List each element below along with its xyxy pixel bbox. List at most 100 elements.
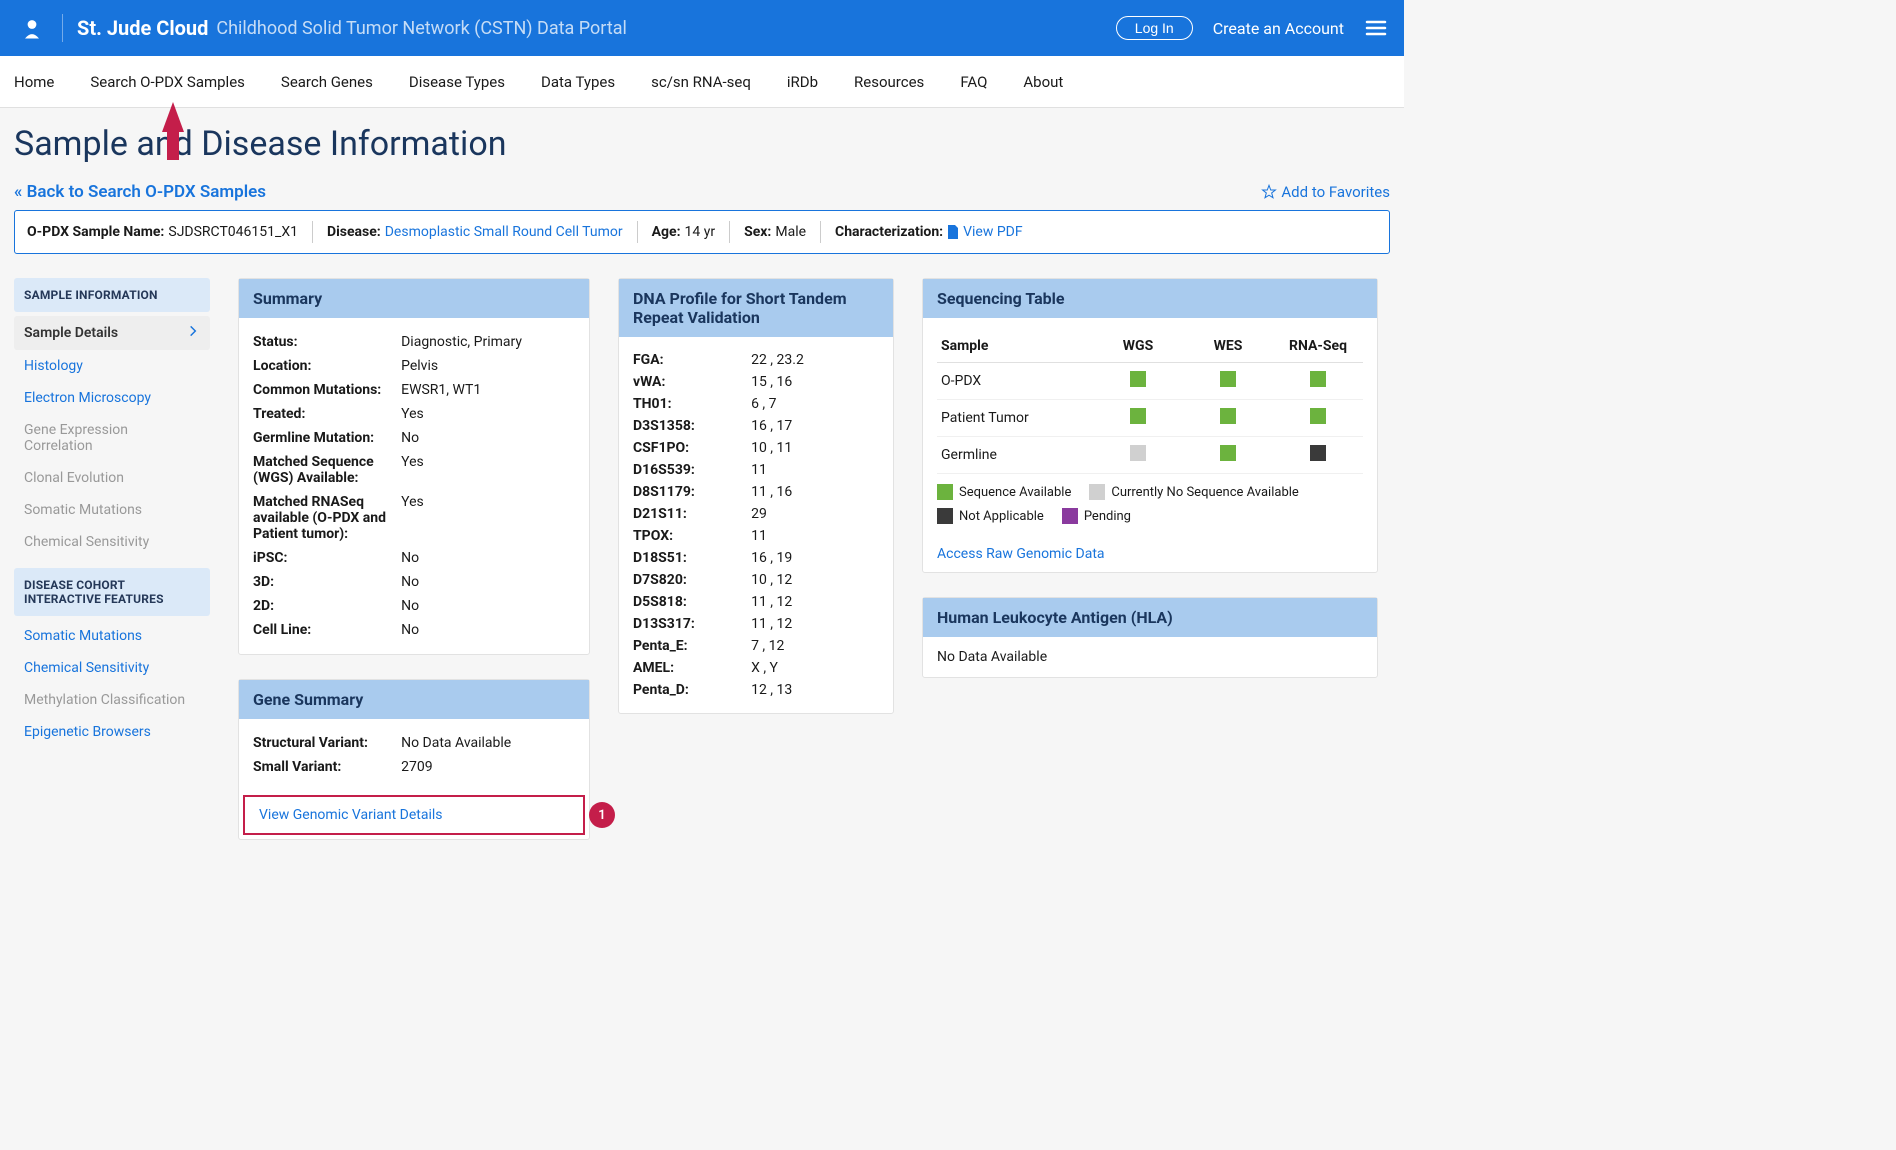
age-value: 14 yr xyxy=(685,224,716,240)
sidebar-item[interactable]: Sample Details xyxy=(14,316,210,350)
legend-item: Currently No Sequence Available xyxy=(1089,484,1298,500)
dna-row: D13S317:11 , 12 xyxy=(633,613,879,635)
gene-summary-row: Structural Variant:No Data Available xyxy=(253,731,575,755)
top-header: St. Jude Cloud Childhood Solid Tumor Net… xyxy=(0,0,1404,56)
seq-row: O-PDX xyxy=(937,363,1363,400)
summary-row: Common Mutations:EWSR1, WT1 xyxy=(253,378,575,402)
nav-item-9[interactable]: About xyxy=(1023,73,1063,91)
seq-row: Patient Tumor xyxy=(937,400,1363,437)
hla-header: Human Leukocyte Antigen (HLA) xyxy=(923,598,1377,637)
logo-divider xyxy=(62,14,63,42)
dna-row: D21S11:29 xyxy=(633,503,879,525)
seq-status-square xyxy=(1130,371,1146,387)
nav-item-6[interactable]: iRDb xyxy=(787,73,818,91)
sex-label: Sex: xyxy=(744,224,771,240)
summary-row: Location:Pelvis xyxy=(253,354,575,378)
dna-row: FGA:22 , 23.2 xyxy=(633,349,879,371)
sidebar-item: Chemical Sensitivity xyxy=(14,526,210,558)
nav-item-0[interactable]: Home xyxy=(14,73,54,91)
sequencing-panel: Sequencing Table SampleWGSWESRNA-Seq O-P… xyxy=(922,278,1378,573)
legend-item: Pending xyxy=(1062,508,1131,524)
dna-row: D16S539:11 xyxy=(633,459,879,481)
sidebar-item[interactable]: Chemical Sensitivity xyxy=(14,652,210,684)
sequencing-header: Sequencing Table xyxy=(923,279,1377,318)
seq-status-square xyxy=(1220,371,1236,387)
add-favorites-label: Add to Favorites xyxy=(1281,183,1390,201)
characterization-label: Characterization: xyxy=(835,224,943,240)
nav-item-7[interactable]: Resources xyxy=(854,73,924,91)
seq-header-cell: WGS xyxy=(1093,330,1183,363)
view-pdf-link[interactable]: View PDF xyxy=(947,224,1023,240)
sidebar-item[interactable]: Histology xyxy=(14,350,210,382)
sidebar-section1-header: SAMPLE INFORMATION xyxy=(14,278,210,312)
annotation-badge-1: 1 xyxy=(589,802,615,828)
summary-row: iPSC:No xyxy=(253,546,575,570)
login-button[interactable]: Log In xyxy=(1116,16,1193,40)
access-raw-data-link[interactable]: Access Raw Genomic Data xyxy=(923,536,1377,572)
hla-body: No Data Available xyxy=(923,637,1377,677)
summary-header: Summary xyxy=(239,279,589,318)
main-nav: Home Search O-PDX Samples Search Genes Dise… xyxy=(0,56,1404,108)
summary-row: Germline Mutation:No xyxy=(253,426,575,450)
create-account-link[interactable]: Create an Account xyxy=(1213,19,1344,38)
logo-icon xyxy=(16,12,48,44)
dna-row: CSF1PO:10 , 11 xyxy=(633,437,879,459)
summary-row: Cell Line:No xyxy=(253,618,575,642)
seq-row: Germline xyxy=(937,437,1363,474)
disease-label: Disease: xyxy=(327,224,381,240)
dna-row: TH01:6 , 7 xyxy=(633,393,879,415)
dna-row: D8S1179:11 , 16 xyxy=(633,481,879,503)
disease-link[interactable]: Desmoplastic Small Round Cell Tumor xyxy=(385,224,623,240)
sidebar-item[interactable]: Epigenetic Browsers xyxy=(14,716,210,748)
annotation-arrow xyxy=(162,102,184,160)
nav-item-8[interactable]: FAQ xyxy=(960,73,987,91)
legend-item: Sequence Available xyxy=(937,484,1071,500)
dna-row: Penta_E:7 , 12 xyxy=(633,635,879,657)
age-label: Age: xyxy=(652,224,681,240)
dna-panel: DNA Profile for Short Tandem Repeat Vali… xyxy=(618,278,894,714)
sidebar-item: Methylation Classification xyxy=(14,684,210,716)
hamburger-menu-icon[interactable] xyxy=(1364,16,1388,40)
seq-header-cell: RNA-Seq xyxy=(1273,330,1363,363)
nav-item-1[interactable]: Search O-PDX Samples xyxy=(90,73,245,91)
seq-header-cell: WES xyxy=(1183,330,1273,363)
brand-title[interactable]: St. Jude Cloud xyxy=(77,16,208,40)
dna-row: D18S51:16 , 19 xyxy=(633,547,879,569)
seq-status-square xyxy=(1220,408,1236,424)
back-link[interactable]: « Back to Search O-PDX Samples xyxy=(14,182,266,202)
summary-row: 3D:No xyxy=(253,570,575,594)
gene-summary-row: Small Variant:2709 xyxy=(253,755,575,779)
dna-row: D5S818:11 , 12 xyxy=(633,591,879,613)
summary-row: Status:Diagnostic, Primary xyxy=(253,330,575,354)
nav-item-3[interactable]: Disease Types xyxy=(409,73,505,91)
sidebar: SAMPLE INFORMATION Sample DetailsHistolo… xyxy=(14,278,210,748)
seq-status-square xyxy=(1220,445,1236,461)
add-favorites-link[interactable]: Add to Favorites xyxy=(1261,183,1390,201)
summary-panel: Summary Status:Diagnostic, PrimaryLocati… xyxy=(238,278,590,655)
dna-row: vWA:15 , 16 xyxy=(633,371,879,393)
gene-summary-header: Gene Summary xyxy=(239,680,589,719)
brand-subtitle[interactable]: Childhood Solid Tumor Network (CSTN) Dat… xyxy=(216,18,627,39)
sidebar-item: Clonal Evolution xyxy=(14,462,210,494)
dna-row: Penta_D:12 , 13 xyxy=(633,679,879,701)
sidebar-item[interactable]: Electron Microscopy xyxy=(14,382,210,414)
pdf-icon xyxy=(947,225,959,239)
star-icon xyxy=(1261,184,1277,200)
page-title: Sample and Disease Information xyxy=(14,124,1390,164)
chevron-right-icon xyxy=(186,324,200,338)
nav-item-4[interactable]: Data Types xyxy=(541,73,615,91)
seq-status-square xyxy=(1310,371,1326,387)
nav-item-2[interactable]: Search Genes xyxy=(281,73,373,91)
legend-item: Not Applicable xyxy=(937,508,1044,524)
hla-panel: Human Leukocyte Antigen (HLA) No Data Av… xyxy=(922,597,1378,678)
summary-row: 2D:No xyxy=(253,594,575,618)
nav-item-5[interactable]: sc/sn RNA-seq xyxy=(651,73,751,91)
summary-row: Treated:Yes xyxy=(253,402,575,426)
sequencing-legend: Sequence Available Currently No Sequence … xyxy=(937,474,1363,524)
info-bar: O-PDX Sample Name: SJDSRCT046151_X1 Dise… xyxy=(14,210,1390,254)
gene-summary-panel: Gene Summary Structural Variant:No Data … xyxy=(238,679,590,840)
view-genomic-details-link[interactable]: View Genomic Variant Details xyxy=(259,807,443,823)
seq-status-square xyxy=(1310,445,1326,461)
sidebar-item[interactable]: Somatic Mutations xyxy=(14,620,210,652)
seq-status-square xyxy=(1130,445,1146,461)
